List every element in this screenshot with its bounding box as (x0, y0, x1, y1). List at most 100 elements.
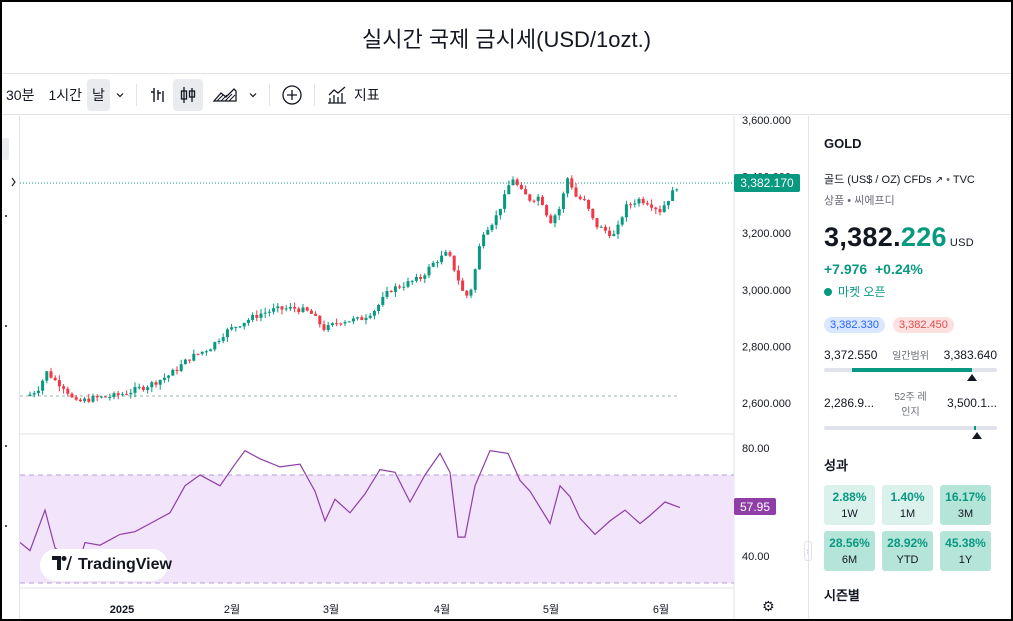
candle-body (162, 377, 166, 380)
candle-body (587, 199, 591, 209)
candle-body (435, 262, 439, 264)
candle-body (335, 323, 339, 325)
perf-1m[interactable]: 1.40% 1M (882, 485, 933, 525)
perf-1w[interactable]: 2.88% 1W (824, 485, 875, 525)
candle-body (654, 207, 658, 210)
candle-body (87, 398, 91, 402)
candle-body (494, 215, 498, 225)
chart-type-chevron-icon[interactable] (243, 79, 263, 111)
candle-body (444, 252, 448, 256)
toolbar-divider (268, 83, 270, 106)
chart-area[interactable]: 3,600.0003,400.0003,200.0003,000.0002,80… (19, 115, 812, 619)
symbol-description: 골드 (US$ / OZ) CFDs ↗ • TVC (824, 174, 975, 186)
candle-body (536, 196, 540, 201)
candle-body (297, 308, 301, 313)
candle-body (633, 203, 637, 205)
candle-body (158, 379, 162, 385)
candle-body (414, 276, 418, 281)
candle-body (171, 369, 175, 376)
candle-body (351, 318, 355, 322)
candle-body (125, 394, 129, 396)
candle-body (540, 196, 544, 206)
symbol-details-panel: GOLD 골드 (US$ / OZ) CFDs ↗ • TVC 상품 • 씨에프… (808, 116, 1011, 619)
candle-body (251, 314, 255, 320)
candle-body (137, 386, 141, 388)
interval-dropdown-chevron-icon[interactable] (110, 79, 130, 111)
price-tick-label: 2,600.000 (742, 398, 791, 410)
candle-body (490, 224, 494, 230)
candle-body (209, 349, 213, 352)
candle-body (360, 317, 364, 321)
external-link-icon[interactable]: ↗ (934, 175, 944, 186)
market-open-dot-icon (824, 288, 832, 296)
perf-ytd[interactable]: 28.92% YTD (882, 531, 933, 571)
candle-body (641, 198, 645, 204)
bar-chart-type-icon[interactable] (143, 79, 173, 111)
candle-body (343, 322, 347, 324)
candle-body (578, 196, 582, 200)
candle-body (427, 266, 431, 276)
time-tick-label: 3월 (323, 603, 339, 616)
candle-body (368, 315, 372, 318)
indicators-label: 지표 (353, 86, 380, 103)
candle-body (608, 230, 612, 236)
candle-body (230, 327, 234, 330)
toolbar-divider (135, 83, 137, 106)
candle-body (288, 306, 292, 309)
candle-body (314, 313, 318, 316)
candle-body (528, 194, 532, 201)
candle-body (133, 386, 137, 393)
last-price-label: 3,382.170 (740, 176, 794, 190)
rsi-value-label: 57.95 (740, 500, 770, 514)
symbol-category: 상품 • 씨에프디 (824, 195, 895, 207)
perf-3m[interactable]: 16.17% 3M (940, 485, 991, 525)
seasonal-title: 시즌별 (824, 588, 860, 603)
candle-body (545, 205, 549, 216)
time-tick-label: 2025 (110, 604, 134, 616)
candle-body (448, 252, 452, 256)
candle-body (322, 324, 326, 330)
year-range: 2,286.9... 52주 레인지 3,500.1... (824, 392, 997, 418)
price-axis: 3,600.0003,400.0003,200.0003,000.0002,80… (742, 115, 791, 410)
candle-body (440, 255, 444, 263)
tradingview-mark-icon (52, 556, 72, 574)
candle-body (591, 208, 595, 219)
ask-price: 3,382.450 (892, 317, 954, 333)
candle-body (561, 193, 565, 210)
candle-body (213, 342, 217, 350)
candle-body (104, 396, 108, 398)
indicators-button[interactable]: 지표 (321, 79, 385, 111)
perf-6m[interactable]: 28.56% 6M (824, 531, 875, 571)
candle-body (267, 311, 271, 313)
candle-body (519, 184, 523, 190)
candle-body (41, 380, 45, 391)
candle-body (469, 289, 473, 296)
time-tick-label: 5월 (543, 603, 559, 616)
chart-toolbar: 30분 1시간 날 지표 (2, 75, 1011, 115)
candle-body (330, 323, 334, 326)
candle-body (32, 393, 36, 395)
candle-body (595, 218, 599, 228)
interval-30m-button[interactable]: 30분 (6, 86, 35, 103)
candle-body (83, 398, 87, 402)
candle-body (603, 226, 607, 231)
left-drawing-strip (2, 116, 20, 619)
perf-1y[interactable]: 45.38% 1Y (940, 531, 991, 571)
toolbar-divider (313, 83, 315, 106)
candle-body (150, 382, 154, 388)
interval-day-button[interactable]: 날 (87, 78, 110, 111)
interval-1h-button[interactable]: 1시간 (48, 86, 82, 103)
chart-settings-gear-icon[interactable]: ⚙ (762, 598, 775, 614)
candle-body (259, 313, 263, 318)
candle-body (662, 205, 666, 213)
tradingview-logo[interactable]: TradingView (40, 549, 172, 581)
rsi-value-tag (734, 498, 776, 515)
candle-body (141, 386, 145, 390)
compare-plus-icon[interactable] (276, 79, 308, 111)
rsi-line (19, 449, 681, 577)
rsi-tick-label: 40.00 (742, 551, 770, 563)
candle-chart-type-icon[interactable] (172, 78, 203, 111)
candle-body (566, 178, 570, 194)
candle-body (637, 198, 641, 204)
area-chart-type-icon[interactable] (207, 79, 243, 111)
